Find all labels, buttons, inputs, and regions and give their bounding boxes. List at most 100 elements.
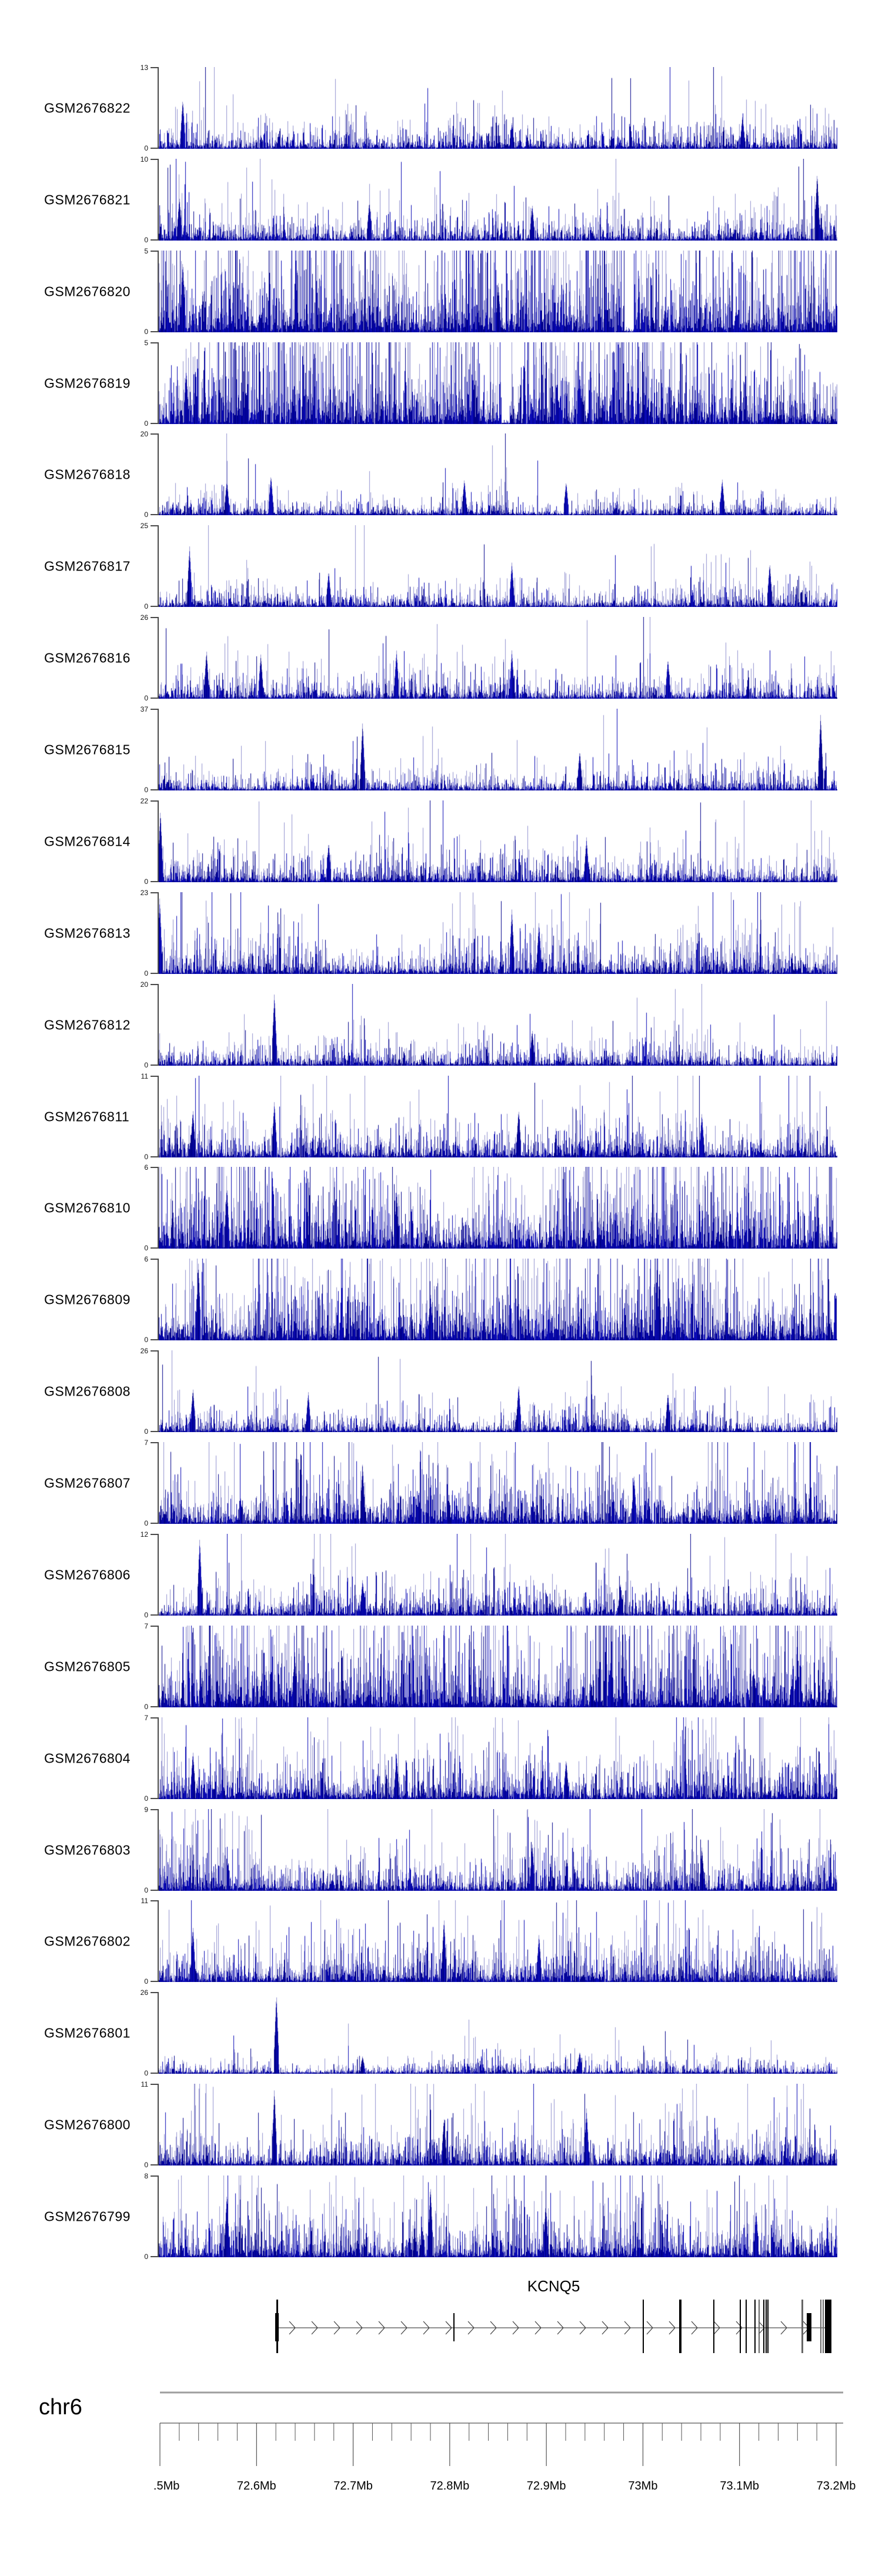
y-axis-max-label: 26 (140, 613, 148, 622)
strand-arrow-icon (467, 2321, 475, 2335)
y-axis-line (158, 800, 159, 882)
y-axis-top-tick (151, 251, 158, 252)
gene-name-label: KCNQ5 (527, 2277, 580, 2295)
y-axis-max-label: 23 (140, 889, 148, 897)
y-axis-max-label: 10 (140, 155, 148, 163)
signal-track-GSM2676821: GSM2676821 10 0 (0, 155, 882, 244)
signal-track-GSM2676814: GSM2676814 22 0 (0, 797, 882, 886)
coverage-signal-canvas (159, 1717, 837, 1799)
signal-track-GSM2676809: GSM2676809 6 0 (0, 1255, 882, 1344)
y-axis-top-tick (151, 1992, 158, 1993)
signal-track-GSM2676799: GSM2676799 8 0 (0, 2172, 882, 2261)
track-plot-area: 5 0 (0, 247, 882, 336)
y-axis-bottom-tick (151, 1798, 158, 1799)
track-plot-area: 11 0 (0, 1897, 882, 1986)
y-axis-bottom-tick (151, 1706, 158, 1707)
sample-label: GSM2676822 (44, 100, 131, 115)
signal-track-GSM2676806: GSM2676806 12 0 (0, 1530, 882, 1619)
y-axis-zero-label: 0 (144, 1794, 148, 1803)
y-axis-zero-label: 0 (144, 969, 148, 977)
coverage-signal-canvas (159, 709, 837, 790)
sample-label: GSM2676811 (44, 1109, 130, 1124)
y-axis-max-label: 7 (144, 1714, 148, 1722)
sample-label: GSM2676803 (44, 1842, 131, 1857)
y-axis-zero-label: 0 (144, 786, 148, 794)
y-axis-zero-label: 0 (144, 1061, 148, 1069)
strand-arrow-icon (579, 2321, 586, 2335)
exon (801, 2300, 803, 2353)
strand-arrow-icon (557, 2321, 564, 2335)
track-plot-area: 37 0 (0, 705, 882, 794)
y-axis-bottom-tick (151, 423, 158, 424)
y-axis-top-tick (151, 1167, 158, 1168)
y-axis-zero-label: 0 (144, 877, 148, 886)
coordinate-tick-label: 73Mb (628, 2480, 657, 2490)
y-axis-bottom-tick (151, 331, 158, 332)
y-axis-bottom-tick (151, 2073, 158, 2074)
y-axis-top-tick (151, 709, 158, 710)
exon (754, 2300, 756, 2353)
y-axis-line (158, 1809, 159, 1891)
track-plot-area: 22 0 (0, 797, 882, 886)
y-axis-zero-label: 0 (144, 1427, 148, 1436)
y-axis-zero-label: 0 (144, 1703, 148, 1711)
strand-arrow-icon (512, 2321, 519, 2335)
coverage-signal-canvas (159, 1076, 837, 1157)
exon (759, 2300, 760, 2353)
coverage-signal-canvas (159, 1992, 837, 2074)
y-axis-zero-label: 0 (144, 419, 148, 428)
sample-label: GSM2676809 (44, 1292, 131, 1307)
sample-label: GSM2676813 (44, 925, 131, 940)
y-axis-top-tick (151, 1350, 158, 1352)
exon (767, 2300, 769, 2353)
y-axis-top-tick (151, 1717, 158, 1719)
coverage-signal-canvas (159, 2084, 837, 2165)
sample-label: GSM2676806 (44, 1567, 131, 1582)
y-axis-line (158, 1167, 159, 1249)
gene-model (275, 2300, 831, 2353)
coverage-signal-canvas (159, 1442, 837, 1524)
y-axis-zero-label: 0 (144, 328, 148, 336)
y-axis-max-label: 37 (140, 705, 148, 713)
y-axis-max-label: 11 (141, 1897, 148, 1905)
y-axis-top-tick (151, 2175, 158, 2177)
y-axis-max-label: 26 (140, 1988, 148, 1997)
y-axis-line (158, 159, 159, 241)
track-plot-area: 20 0 (0, 430, 882, 519)
track-plot-area: 9 0 (0, 1806, 882, 1894)
y-axis-bottom-tick (151, 1065, 158, 1066)
coordinate-tick-label: 72.6Mb (237, 2480, 276, 2490)
coverage-signal-canvas (159, 2175, 837, 2257)
y-axis-top-tick (151, 1076, 158, 1077)
y-axis-bottom-tick (151, 973, 158, 974)
sample-label: GSM2676816 (44, 650, 131, 665)
coordinate-tick-label: 72.9Mb (527, 2480, 566, 2490)
y-axis-top-tick (151, 984, 158, 985)
strand-arrow-icon (736, 2321, 743, 2335)
sample-label: GSM2676817 (44, 558, 131, 573)
y-axis-zero-label: 0 (144, 1886, 148, 1894)
track-plot-area: 23 0 (0, 889, 882, 977)
signal-track-GSM2676804: GSM2676804 7 0 (0, 1714, 882, 1803)
coverage-signal-canvas (159, 800, 837, 882)
y-axis-max-label: 12 (140, 1530, 148, 1539)
sample-label: GSM2676808 (44, 1383, 131, 1399)
y-axis-top-tick (151, 1442, 158, 1443)
y-axis-zero-label: 0 (144, 1336, 148, 1344)
track-plot-area: 12 0 (0, 1530, 882, 1619)
exon (643, 2300, 644, 2353)
y-axis-top-tick (151, 1534, 158, 1535)
exon (713, 2300, 714, 2353)
y-axis-line (158, 1992, 159, 2074)
signal-track-GSM2676807: GSM2676807 7 0 (0, 1439, 882, 1527)
exon (823, 2300, 824, 2353)
track-plot-area: 11 0 (0, 2080, 882, 2169)
y-axis-top-tick (151, 342, 158, 343)
chromosome-label: chr6 (39, 2395, 82, 2420)
coverage-signal-canvas (159, 525, 837, 607)
y-axis-bottom-tick (151, 2164, 158, 2165)
signal-track-GSM2676800: GSM2676800 11 0 (0, 2080, 882, 2169)
sample-label: GSM2676818 (44, 466, 131, 482)
y-axis-top-tick (151, 1259, 158, 1260)
sample-label: GSM2676810 (44, 1200, 131, 1215)
